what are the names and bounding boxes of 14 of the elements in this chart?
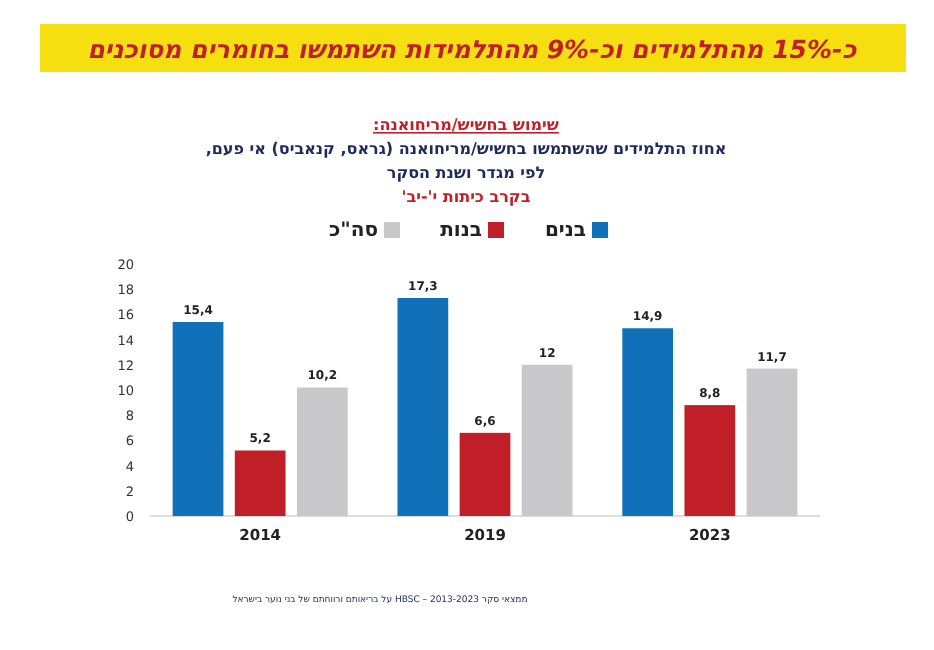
bar [172,321,224,516]
bar [684,405,736,516]
bar [234,450,286,516]
chart-subtitle: שימוש בחשיש/מריחואנה: אחוז התלמידים שהשתמשו בחשיש/מריחואנה (גראס, קנאביס) אי פעם, לפי מגדר ושנת הסקר בקרב כיתות י'-יב' [205,116,727,206]
bar [622,328,674,516]
bar [296,387,348,516]
bar [746,368,798,516]
chart-title: כ-15% מהתלמידים וכ-9% מהתלמידות השתמשו בחומרים מסוכנים [87,34,859,64]
legend-label: בנות [440,220,482,242]
legend-label: בנים [544,220,586,242]
legend-label: סה"כ [328,220,379,242]
bar [521,364,573,516]
bar [459,432,511,516]
bar [397,298,449,516]
